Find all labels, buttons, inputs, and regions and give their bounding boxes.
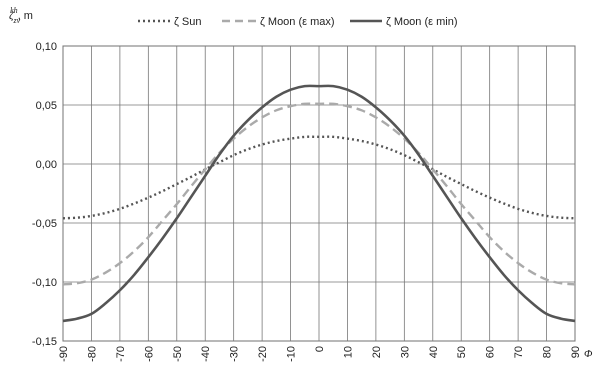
x-tick-label: 60 [485, 346, 497, 358]
series-line-moon-min [62, 84, 576, 323]
legend-label-moon-min: ζ Moon (ε min) [386, 16, 458, 28]
y-tick-label: 0,05 [36, 100, 57, 112]
x-tick-label: -10 [286, 346, 298, 362]
legend-label-sun: ζ Sun [174, 16, 201, 28]
y-axis-label: ζzvkh, m [9, 6, 33, 25]
y-tick-labels: 0,10 0,05 0,00 -0,05 -0,10 -0,15 [32, 41, 57, 348]
x-axis-label: Φ [584, 348, 593, 360]
x-tick-label: 30 [399, 346, 411, 358]
legend-item-sun: ζ Sun [138, 16, 201, 28]
x-tick-label: -40 [200, 346, 212, 362]
x-tick-label: 70 [513, 346, 525, 358]
y-tick-label: 0,00 [36, 159, 57, 171]
legend-label-moon-max: ζ Moon (ε max) [260, 16, 335, 28]
y-tick-label: -0,10 [32, 277, 57, 289]
x-tick-label: 90 [570, 346, 582, 358]
series-line-moon-max [62, 102, 576, 286]
x-tick-label: -20 [257, 346, 269, 362]
x-tick-label: -70 [115, 346, 127, 362]
legend: ζ Sun ζ Moon (ε max) ζ Moon (ε min) [138, 16, 458, 28]
x-tick-label: 10 [342, 346, 354, 358]
x-tick-label: 80 [542, 346, 554, 358]
x-tick-label: 0 [314, 346, 326, 352]
x-tick-label: 40 [428, 346, 440, 358]
series-line-sun [62, 135, 576, 220]
x-tick-label: 20 [371, 346, 383, 358]
x-tick-labels: -90 -80 -70 -60 -50 -40 -30 -20 -10 0 10 20 30 40 50 60… [58, 346, 582, 362]
x-tick-label: -80 [86, 346, 98, 362]
x-tick-label: -50 [172, 346, 184, 362]
y-tick-label: -0,05 [32, 218, 57, 230]
y-tick-label: 0,10 [36, 41, 57, 53]
x-tick-label: -90 [58, 346, 70, 362]
legend-item-moon-max: ζ Moon (ε max) [222, 16, 335, 28]
y-tick-label: -0,15 [32, 336, 57, 348]
x-tick-label: -60 [143, 346, 155, 362]
x-tick-label: -30 [229, 346, 241, 362]
x-tick-label: 50 [456, 346, 468, 358]
series-lines [62, 84, 576, 323]
legend-item-moon-min: ζ Moon (ε min) [350, 16, 458, 28]
